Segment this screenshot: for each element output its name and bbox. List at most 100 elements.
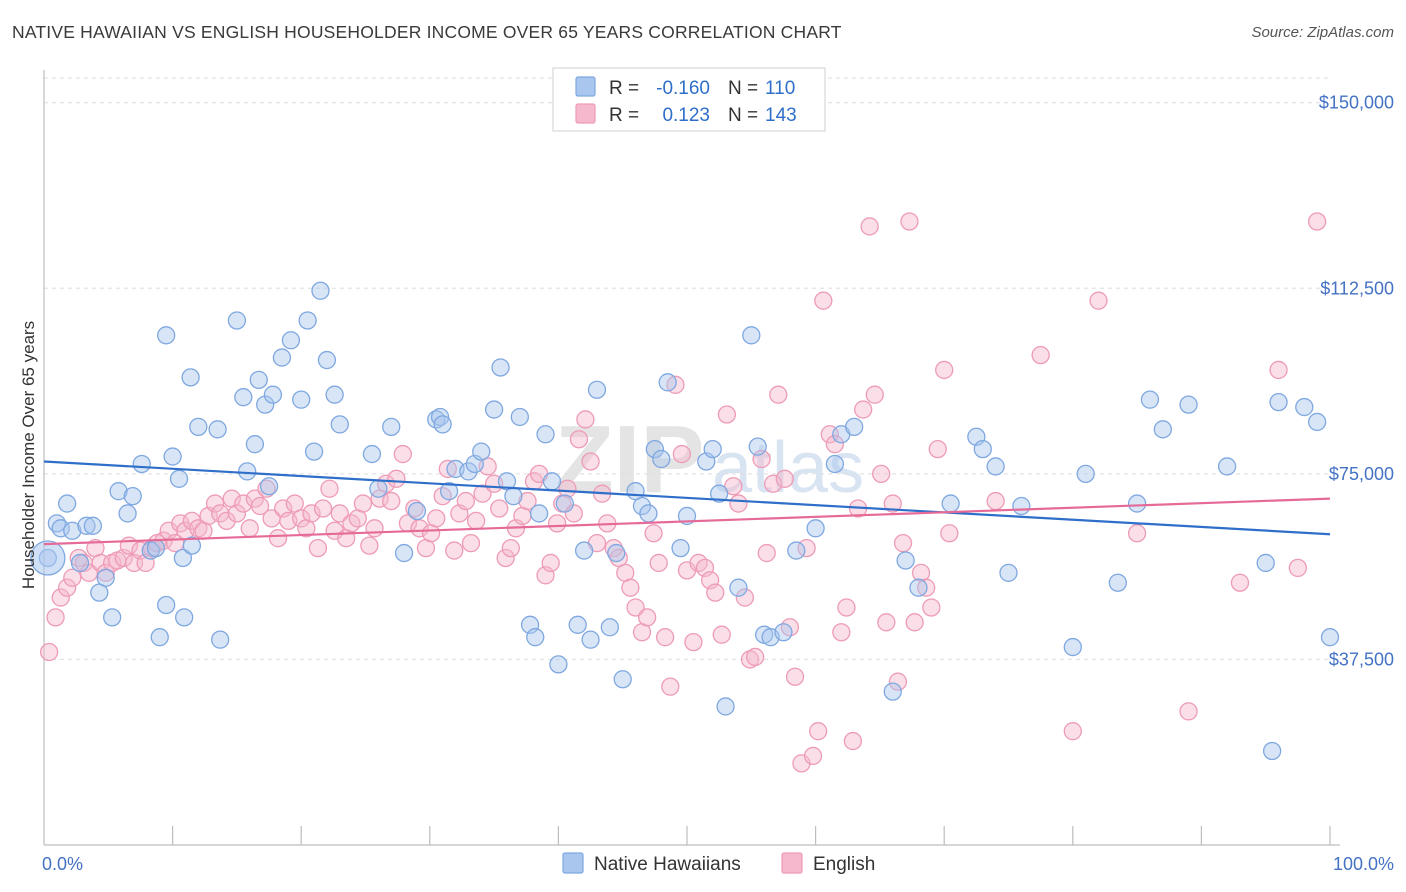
native-hawaiian-point (259, 477, 279, 496)
english-point (621, 578, 640, 597)
x-tick-label-max: 100.0% (1333, 854, 1394, 874)
english-point (757, 543, 776, 563)
native-hawaiian-point (896, 551, 915, 570)
native-hawaiian-point (234, 388, 253, 407)
native-hawaiians-trend-line (43, 460, 1331, 536)
native-hawaiian-point (1217, 457, 1237, 476)
native-hawaiian-point (1295, 397, 1314, 417)
native-hawaiian-point (1153, 420, 1172, 439)
native-hawaiian-point (742, 326, 761, 345)
native-hawaiian-point (542, 472, 562, 491)
native-hawaiian-point (748, 437, 767, 456)
english-point (558, 479, 577, 498)
native-hawaiian-point (1063, 637, 1082, 657)
native-hawaiian-point (999, 563, 1018, 582)
english-point (854, 400, 873, 419)
native-hawaiian-point (716, 697, 735, 716)
native-hawaiian-point (407, 501, 427, 521)
native-hawaiian-point (211, 630, 230, 649)
native-hawaiian-point (536, 425, 555, 444)
native-hawaiian-point (256, 395, 275, 414)
native-hawaiian-point (607, 543, 626, 563)
english-point (1089, 291, 1108, 310)
native-hawaiian-point (549, 655, 568, 674)
native-hawaiian-point (181, 368, 200, 387)
native-hawaiian-point (703, 439, 722, 459)
native-hawaiian-point (394, 543, 414, 563)
english-point (735, 588, 755, 607)
legend-r-value-blue: -0.160 (656, 78, 710, 99)
english-point (626, 598, 645, 617)
english-point (860, 217, 879, 236)
native-hawaiian-point (1262, 741, 1282, 761)
english-point (655, 628, 675, 647)
native-hawaiian-point (118, 504, 137, 523)
english-point (649, 553, 668, 573)
native-hawaiian-point (238, 462, 257, 481)
english-point (1230, 573, 1250, 592)
english-point (917, 578, 936, 597)
native-hawaiian-point (433, 415, 452, 434)
native-hawaiian-point-large (30, 540, 66, 576)
bottom-legend-label-blue: Native Hawaiians (594, 854, 741, 875)
english-point (604, 538, 623, 558)
legend-n-label-blue: N = (728, 78, 758, 99)
english-point (490, 499, 509, 518)
legend-swatch-pink (575, 103, 596, 124)
native-hawaiian-point (645, 439, 664, 459)
legend-swatch-blue (575, 76, 596, 97)
english-point (746, 647, 765, 667)
native-hawaiian-point (568, 615, 587, 634)
english-point (672, 444, 692, 464)
native-hawaiian-point (986, 457, 1005, 476)
native-hawaiian-point (157, 326, 176, 345)
english-point (466, 511, 486, 531)
english-point (893, 533, 913, 553)
english-point (39, 642, 59, 662)
native-hawaiian-point (123, 486, 142, 506)
native-hawaiian-point (1108, 573, 1127, 592)
english-point (717, 405, 737, 424)
native-hawaiian-point (57, 494, 77, 513)
english-point (320, 479, 339, 498)
native-hawaiian-point (1127, 494, 1147, 513)
native-hawaiian-point (710, 484, 729, 503)
english-point (250, 496, 270, 516)
native-hawaiian-point (555, 494, 574, 513)
native-hawaiian-point (298, 311, 317, 330)
native-hawaiian-point (245, 435, 265, 454)
native-hawaiian-point (825, 454, 845, 474)
native-hawaiian-point (103, 608, 122, 627)
native-hawaiian-point (227, 311, 247, 330)
english-point (405, 499, 424, 518)
native-hawaiian-point (774, 623, 793, 642)
native-hawaiian-point (581, 630, 600, 649)
english-point (935, 360, 954, 380)
legend-r-label-pink: R = (609, 105, 639, 126)
native-hawaiian-point (311, 281, 330, 300)
native-hawaiian-point (330, 415, 349, 434)
english-point (1179, 702, 1198, 721)
native-hawaiian-point (459, 462, 478, 481)
y-tick-label: $75,000 (1329, 464, 1394, 484)
native-hawaiian-point (182, 536, 202, 555)
english-point (313, 499, 333, 518)
x-tick-label-min: 0.0% (42, 854, 83, 874)
english-point (496, 548, 515, 568)
english-point (382, 491, 401, 511)
english-point (427, 509, 446, 528)
legend-box: R = -0.160 N = 110 R = 0.123 N = 143 (552, 67, 826, 132)
native-hawaiian-point (787, 541, 806, 560)
english-point (706, 583, 725, 602)
native-hawaiian-point (63, 521, 82, 540)
english-point (928, 439, 947, 459)
english-points (39, 212, 1327, 773)
english-point (865, 385, 884, 404)
english-point (581, 452, 600, 471)
english-point (63, 568, 82, 587)
native-hawaiian-point (1269, 392, 1288, 412)
english-point (922, 598, 941, 617)
trend-lines (43, 460, 1331, 546)
english-point (883, 494, 902, 513)
english-point (877, 613, 896, 632)
